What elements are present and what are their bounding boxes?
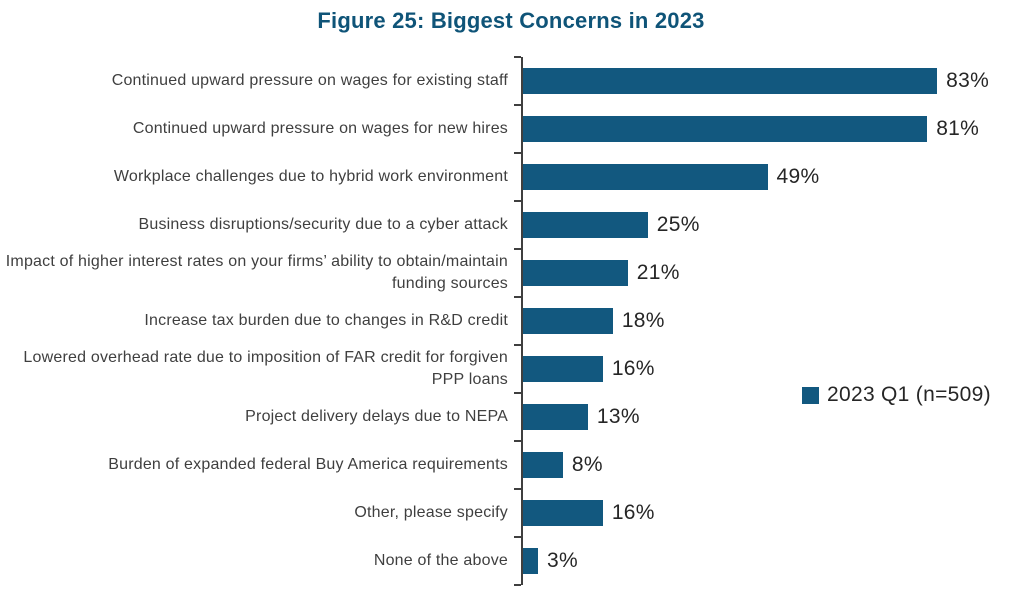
value-label: 81% xyxy=(936,117,980,140)
bar-area: 81% xyxy=(514,104,1022,153)
bar-area: 3% xyxy=(514,536,1022,586)
value-label: 13% xyxy=(596,405,640,428)
bar xyxy=(523,68,938,94)
bar-area: 16% xyxy=(514,488,1022,537)
plot-area: Continued upward pressure on wages for e… xyxy=(0,56,1022,586)
chart-row: Continued upward pressure on wages for e… xyxy=(0,56,1022,105)
value-label: 21% xyxy=(636,261,680,284)
chart-rows: Continued upward pressure on wages for e… xyxy=(0,56,1022,586)
category-label: Impact of higher interest rates on your … xyxy=(5,253,508,292)
chart-row: Burden of expanded federal Buy America r… xyxy=(0,440,1022,489)
category-label: Workplace challenges due to hybrid work … xyxy=(113,168,508,185)
value-label: 3% xyxy=(546,549,578,572)
category-label: Continued upward pressure on wages for n… xyxy=(132,120,508,137)
category-label: Burden of expanded federal Buy America r… xyxy=(108,456,508,473)
chart-row: Other, please specify 16% xyxy=(0,488,1022,537)
chart-row: Impact of higher interest rates on your … xyxy=(0,248,1022,297)
legend-label: 2023 Q1 (n=509) xyxy=(827,383,991,406)
chart-row: Workplace challenges due to hybrid work … xyxy=(0,152,1022,201)
value-label: 16% xyxy=(611,357,655,380)
bar-area: 16% xyxy=(514,344,1022,393)
bar xyxy=(523,212,648,238)
bar xyxy=(523,452,563,478)
bar-area: 83% xyxy=(514,56,1022,105)
bar-area: 21% xyxy=(514,248,1022,297)
category-label: Increase tax burden due to changes in R&… xyxy=(144,312,508,329)
chart-row: Continued upward pressure on wages for n… xyxy=(0,104,1022,153)
category-label: Continued upward pressure on wages for e… xyxy=(111,72,508,89)
bar xyxy=(523,116,928,142)
legend: 2023 Q1 (n=509) xyxy=(802,383,991,407)
bar xyxy=(523,404,588,430)
value-label: 8% xyxy=(571,453,603,476)
category-label: Project delivery delays due to NEPA xyxy=(245,408,508,425)
chart-row: None of the above 3% xyxy=(0,536,1022,586)
category-label: Business disruptions/security due to a c… xyxy=(138,216,508,233)
bar xyxy=(523,548,538,574)
bar-area: 18% xyxy=(514,296,1022,345)
value-label: 49% xyxy=(776,165,820,188)
value-label: 18% xyxy=(621,309,665,332)
bar xyxy=(523,356,603,382)
chart-row: Business disruptions/security due to a c… xyxy=(0,200,1022,249)
bar-area: 8% xyxy=(514,440,1022,489)
bar xyxy=(523,500,603,526)
chart-title: Figure 25: Biggest Concerns in 2023 xyxy=(317,8,705,33)
bar xyxy=(523,260,628,286)
bar-area: 25% xyxy=(514,200,1022,249)
bar xyxy=(523,308,613,334)
category-label: None of the above xyxy=(373,552,508,569)
category-label: Lowered overhead rate due to imposition … xyxy=(23,349,508,388)
chart-row: Lowered overhead rate due to imposition … xyxy=(0,344,1022,393)
value-label: 25% xyxy=(656,213,700,236)
bar-area: 13% xyxy=(514,392,1022,441)
bar xyxy=(523,164,768,190)
bar-area: 49% xyxy=(514,152,1022,201)
legend-swatch-icon xyxy=(802,386,819,404)
value-label: 16% xyxy=(611,501,655,524)
value-label: 83% xyxy=(946,69,990,92)
chart-row: Project delivery delays due to NEPA 13% xyxy=(0,392,1022,441)
chart-row: Increase tax burden due to changes in R&… xyxy=(0,296,1022,345)
category-label: Other, please specify xyxy=(354,504,508,521)
